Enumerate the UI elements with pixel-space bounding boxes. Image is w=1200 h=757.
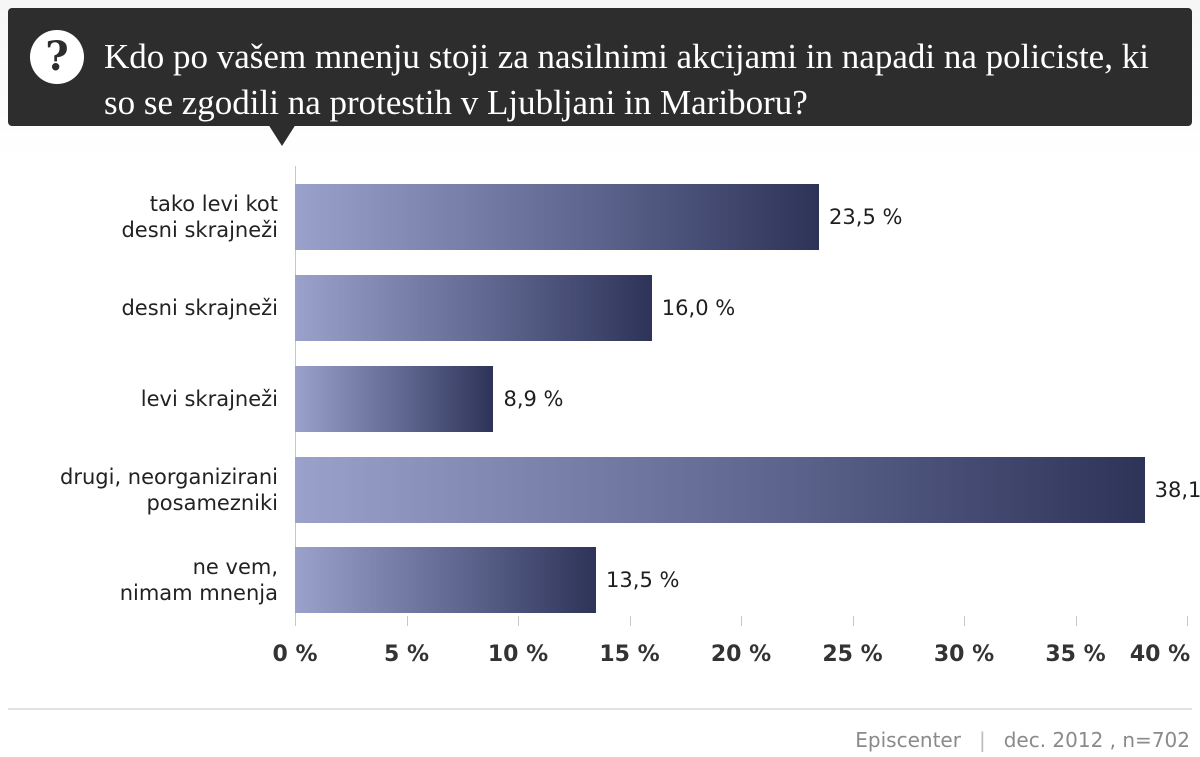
source-label: Episcenter	[855, 728, 961, 752]
chart-footer: Episcenter | dec. 2012 , n=702	[780, 728, 1190, 752]
bar	[295, 275, 652, 341]
bar	[295, 547, 597, 613]
data-label: 13,5 %	[606, 568, 680, 592]
bar	[295, 184, 820, 250]
category-label: ne vem, nimam mnenja	[119, 555, 278, 605]
category-label: drugi, neorganizirani posamezniki	[60, 465, 278, 515]
x-tick-mark	[629, 616, 631, 626]
x-tick-label: 20 %	[710, 642, 772, 667]
category-label: levi skrajneži	[140, 387, 278, 411]
x-tick-label: 30 %	[933, 642, 995, 667]
question-mark-icon: ?	[30, 30, 84, 84]
data-label: 8,9 %	[503, 387, 564, 411]
x-tick-mark	[852, 616, 854, 626]
bar	[295, 457, 1145, 523]
x-tick-label: 25 %	[822, 642, 883, 667]
data-label: 16,0 %	[661, 296, 736, 320]
x-tick-mark	[406, 616, 408, 626]
chart-title: Kdo po vašem mnenju stoji za nasilnimi a…	[104, 37, 1149, 122]
x-tick-mark	[964, 616, 965, 626]
footer-divider	[8, 708, 1192, 710]
x-tick-mark	[1075, 616, 1077, 626]
x-tick-label: 5 %	[383, 642, 429, 667]
footer-separator: |	[978, 728, 986, 752]
x-tick-mark	[1187, 616, 1188, 626]
category-label: desni skrajneži	[121, 296, 278, 320]
bar	[295, 366, 494, 432]
question-header: ? Kdo po vašem mnenju stoji za nasilnimi…	[8, 8, 1192, 126]
x-tick-label: 0 %	[272, 642, 318, 667]
survey-meta: dec. 2012 , n=702	[1003, 728, 1190, 752]
data-label: 23,5 %	[829, 205, 903, 229]
x-tick-label: 40 %	[1129, 642, 1191, 667]
x-tick-mark	[518, 616, 519, 626]
x-tick-mark	[741, 616, 742, 626]
data-label: 38,1	[1154, 478, 1200, 502]
x-tick-label: 15 %	[599, 642, 660, 667]
x-tick-label: 35 %	[1045, 642, 1106, 667]
x-tick-label: 10 %	[487, 642, 549, 667]
category-label: tako levi kot desni skrajneži	[121, 192, 278, 242]
speech-bubble-tail	[268, 124, 296, 146]
x-tick-mark	[295, 616, 296, 626]
